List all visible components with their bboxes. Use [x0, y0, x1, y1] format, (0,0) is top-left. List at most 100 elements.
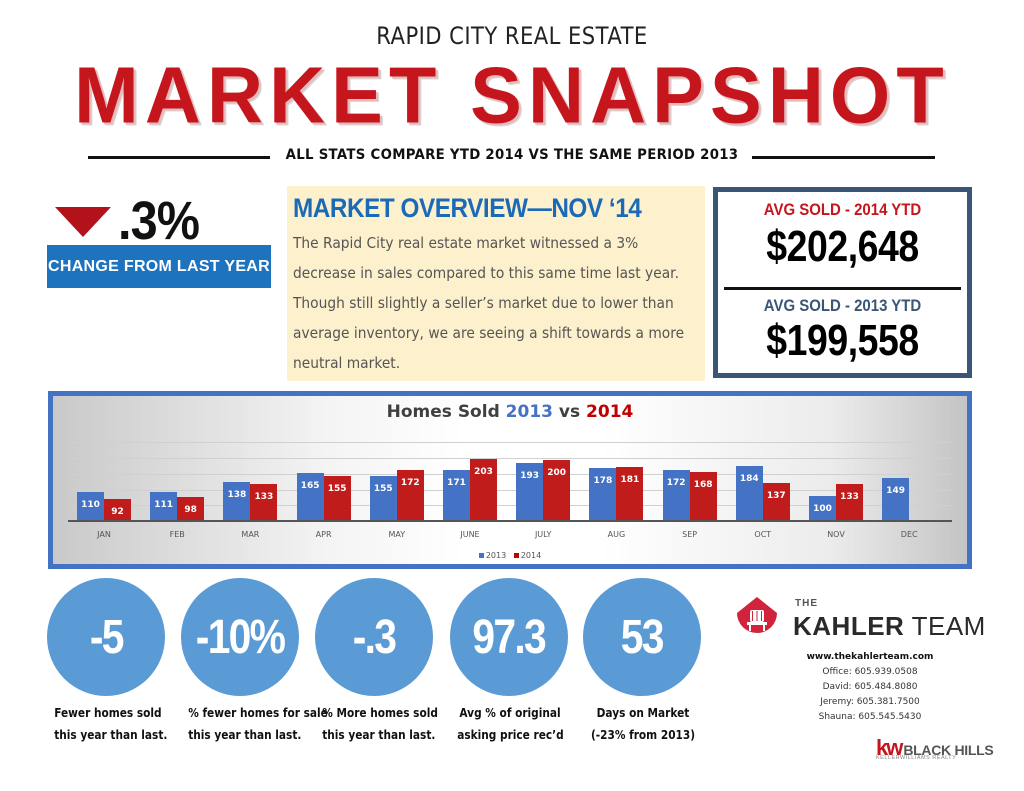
bar-2014-apr: 155	[323, 476, 351, 520]
legend-label-2013: 2013	[485, 551, 507, 560]
bar-value-label: 155	[373, 484, 393, 495]
bar-value-label: 133	[254, 492, 274, 503]
chart-title-2014: 2014	[586, 402, 634, 422]
stat-more-homes-sold: -.3 % More homes sold this year than last…	[315, 578, 438, 746]
page-title: MARKET SNAPSHOT	[74, 50, 950, 141]
stat-caption: Days on Market (-23% from 2013)	[590, 702, 696, 746]
month-label: JUNE	[460, 530, 480, 539]
bar-2014-aug: 181	[616, 466, 644, 520]
bar-2014-july: 200	[543, 460, 571, 520]
avg-sold-2013-label: AVG SOLD - 2013 YTD	[763, 296, 922, 315]
gridline	[68, 505, 952, 506]
month-label: DEC	[900, 530, 918, 539]
contact-david: David: 605.484.8080	[822, 682, 918, 692]
stat-value: -5	[89, 610, 125, 664]
bar-2013-june: 171	[443, 470, 470, 520]
bar-value-label: 178	[593, 475, 613, 486]
bar-value-label: 193	[520, 470, 540, 481]
stat-fewer-homes-for-sale: -10% % fewer homes for sale this year tha…	[181, 578, 328, 746]
bar-2014-may: 172	[396, 470, 424, 520]
bar-value-label: 98	[184, 504, 197, 515]
month-label: FEB	[169, 530, 185, 539]
bar-2013-feb: 111	[150, 492, 178, 520]
chart-title-vs: vs	[552, 402, 587, 422]
bar-value-label: 172	[666, 478, 686, 489]
website-link[interactable]: www.thekahlerteam.com	[806, 652, 934, 662]
tagline-rule-right	[752, 156, 935, 159]
stat-avg-asking-price: 97.3 Avg % of original asking price rec’d	[450, 578, 570, 746]
bar-2013-dec: 149	[882, 478, 910, 520]
stat-circle: -5	[47, 578, 165, 696]
stat-caption-line1: Avg % of original	[459, 706, 561, 720]
avg-sold-2014-value: $202,648	[766, 222, 919, 271]
legend-label-2014: 2014	[520, 551, 542, 560]
stat-value: 97.3	[472, 610, 547, 664]
month-label: SEP	[682, 530, 698, 539]
bar-2014-mar: 133	[250, 484, 278, 520]
bar-2014-oct: 137	[762, 482, 790, 520]
bar-value-label: 100	[813, 504, 832, 514]
stat-circle: 97.3	[450, 578, 568, 696]
overview-title: MARKET OVERVIEW—NOV ‘14	[293, 193, 642, 223]
bar-value-label: 111	[154, 500, 174, 511]
stat-days-on-market: 53 Days on Market (-23% from 2013)	[583, 578, 703, 746]
bar-2014-nov: 133	[836, 484, 863, 520]
month-label: NOV	[827, 530, 845, 539]
stat-fewer-homes-sold: -5 Fewer homes sold this year than last.	[47, 578, 167, 746]
bar-value-label: 165	[300, 480, 320, 491]
bar-2013-aug: 178	[589, 467, 617, 520]
gridline	[68, 458, 952, 459]
market-overview: MARKET OVERVIEW—NOV ‘14 The Rapid City r…	[287, 186, 705, 381]
bar-value-label: 110	[81, 500, 100, 511]
bar-value-label: 92	[111, 506, 124, 517]
bar-value-label: 200	[547, 468, 567, 478]
stat-value: -.3	[352, 610, 397, 664]
x-axis	[68, 520, 952, 522]
bar-value-label: 133	[840, 492, 859, 503]
avg-divider	[724, 287, 961, 290]
stat-caption-line1: Days on Market	[596, 706, 690, 720]
stat-caption: % fewer homes for sale this year than las…	[188, 702, 328, 746]
bar-2014-feb: 98	[177, 496, 205, 520]
contact-jeremy: Jeremy: 605.381.7500	[820, 697, 920, 707]
bar-2014-june: 203	[470, 458, 497, 520]
bar-value-label: 149	[886, 486, 906, 497]
change-label: CHANGE FROM LAST YEAR	[47, 245, 271, 288]
gridline	[68, 442, 952, 443]
stat-circle: -.3	[315, 578, 433, 696]
change-value: .3%	[118, 191, 200, 251]
overview-body: The Rapid City real estate market witnes…	[293, 234, 685, 372]
kw-mark: kw	[876, 735, 903, 760]
avg-sold-2014-label: AVG SOLD - 2014 YTD	[763, 200, 922, 219]
team-name-bold: KAHLER	[793, 611, 905, 641]
bar-value-label: 155	[327, 484, 347, 495]
stat-caption-line1: % More homes sold	[322, 706, 438, 720]
contact-office: Office: 605.939.0508	[822, 667, 918, 677]
kw-brokerage-name: BLACK HILLS	[903, 742, 994, 758]
team-the: THE	[795, 598, 818, 609]
legend-swatch-2014	[513, 553, 519, 558]
bar-value-label: 181	[620, 474, 640, 485]
gridline	[68, 490, 952, 491]
gridline	[68, 474, 952, 475]
chart-title-2013: 2013	[505, 402, 553, 422]
tagline-rule-left	[88, 156, 270, 159]
bar-value-label: 184	[739, 473, 759, 484]
bar-value-label: 172	[400, 478, 420, 489]
contact-info: www.thekahlerteam.com Office: 605.939.05…	[770, 650, 970, 725]
month-label: MAR	[241, 530, 260, 539]
stat-caption-line2: this year than last.	[54, 728, 168, 742]
kw-brokerage-sub: KELLERWILLIAMS REALTY	[876, 755, 957, 761]
month-label: JAN	[97, 530, 111, 539]
bar-value-label: 203	[474, 466, 493, 477]
stat-caption-line2: this year than last.	[322, 728, 436, 742]
stat-circle: -10%	[181, 578, 299, 696]
avg-sold-box: AVG SOLD - 2014 YTD $202,648 AVG SOLD - …	[713, 187, 972, 378]
contact-shauna: Shauna: 605.545.5430	[818, 712, 922, 722]
bar-2013-jan: 110	[77, 492, 104, 520]
stat-circle: 53	[583, 578, 701, 696]
stat-caption-line2: this year than last.	[188, 728, 302, 742]
bar-2013-nov: 100	[809, 496, 836, 520]
chart-title-prefix: Homes Sold	[386, 402, 506, 422]
tagline: ALL STATS COMPARE YTD 2014 VS THE SAME P…	[285, 147, 739, 163]
